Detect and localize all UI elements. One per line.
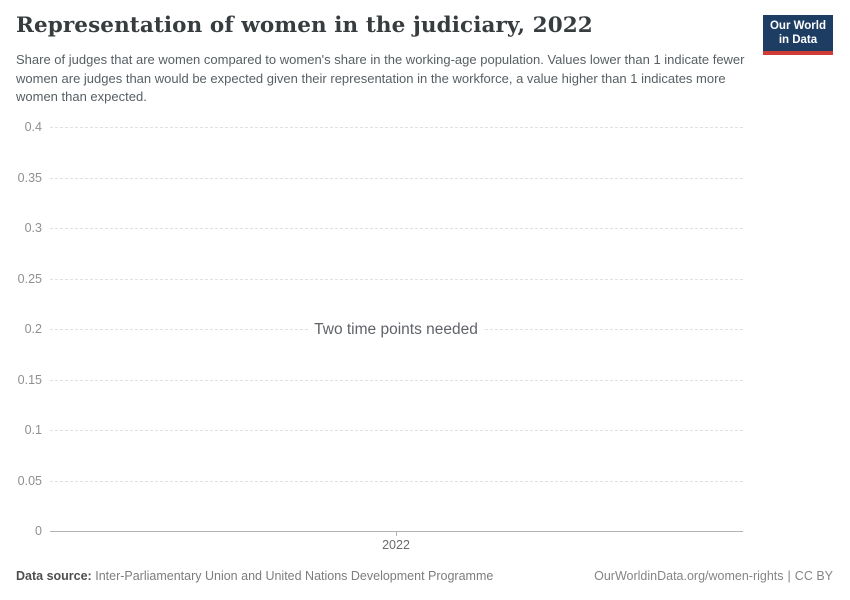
y-axis-tick-label: 0.3 [24, 221, 42, 235]
x-axis-tick-label: 2022 [382, 538, 410, 552]
footer-attribution: OurWorldinData.org/women-rights | CC BY [594, 569, 833, 583]
license-label: CC BY [794, 569, 833, 583]
owid-link[interactable]: OurWorldinData.org/women-rights [594, 569, 784, 583]
y-gridline [50, 278, 743, 280]
footer-separator: | [787, 569, 791, 583]
y-axis-tick-label: 0.25 [17, 271, 42, 286]
y-axis-tick-label: 0.05 [17, 473, 42, 488]
y-axis-tick-label: 0 [35, 524, 42, 538]
y-gridline [50, 228, 743, 229]
y-axis-tick-label: 0.15 [17, 372, 42, 387]
owid-logo-line2: in Data [778, 33, 818, 46]
chart-subtitle: Share of judges that are women compared … [16, 52, 745, 104]
x-axis-line [50, 531, 743, 532]
owid-logo: Our World in Data [762, 15, 833, 55]
owid-logo-line1: Our World [769, 20, 826, 32]
y-axis-tick-label: 0.35 [17, 170, 42, 185]
empty-chart-message: Two time points needed [309, 320, 483, 340]
y-axis-tick-label: 0.1 [24, 423, 42, 437]
data-source-label: Data source: [16, 569, 92, 583]
y-gridline [50, 480, 743, 482]
y-gridline [50, 127, 743, 128]
data-source-note: Data source: Inter-Parliamentary Union a… [16, 569, 493, 583]
y-gridline [50, 430, 743, 431]
page-title: Representation of women in the judiciary… [16, 13, 593, 38]
y-axis-tick-label: 0.2 [24, 322, 42, 336]
y-gridline [50, 379, 743, 381]
y-axis-tick-label: 0.4 [24, 120, 42, 134]
y-gridline [50, 177, 743, 179]
data-source-value: Inter-Parliamentary Union and United Nat… [95, 569, 494, 583]
x-axis-tick-mark [396, 532, 397, 536]
